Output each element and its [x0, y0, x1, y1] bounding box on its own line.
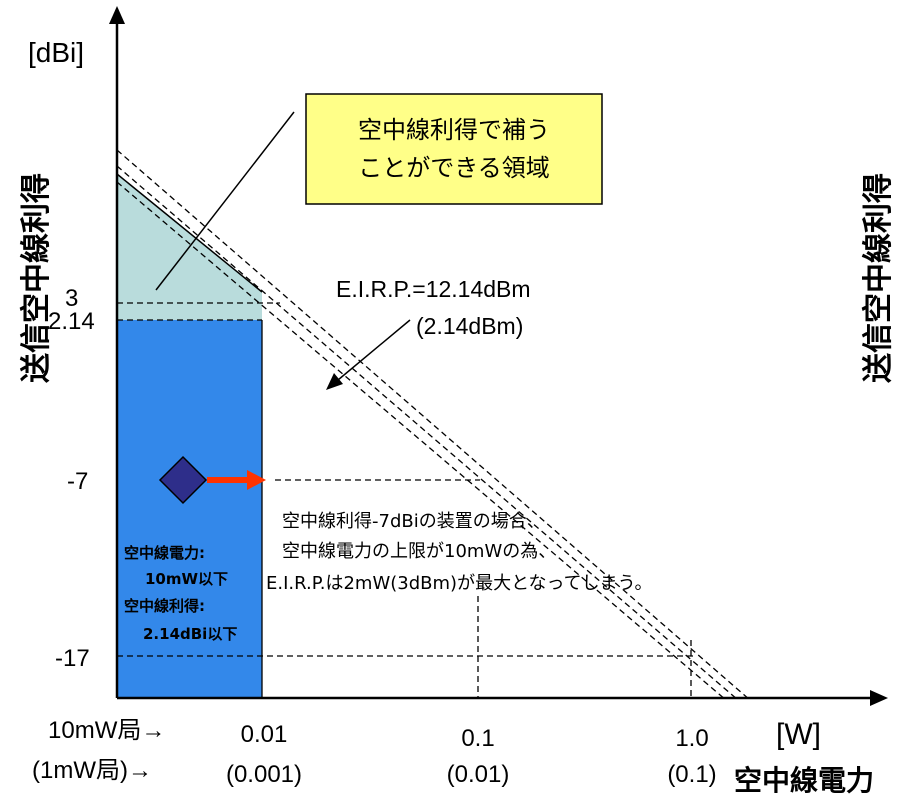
callout-pointer [155, 111, 295, 291]
eirp-label-line1: E.I.R.P.=12.14dBm [336, 276, 531, 302]
device-arrow-head [247, 470, 266, 490]
y-axis-unit: [dBi] [28, 37, 84, 68]
eirp-pointer [337, 319, 411, 381]
y-tick-minus17: -17 [55, 645, 90, 672]
eirp-pointer-arrowhead [326, 373, 343, 390]
note-line3: E.I.R.P.は2mW(3dBm)が最大となってしまう。 [266, 573, 653, 594]
x-row2-prefix: (1mW局)→ [32, 757, 152, 784]
right-clipped-title: 送信空中線利得 [861, 173, 896, 383]
x-tick-0-01-paren: (0.01) [447, 761, 510, 788]
x-tick-0-1: 0.1 [461, 725, 494, 752]
y-tick-minus7: -7 [67, 468, 88, 495]
x-axis-title: 空中線電力 [734, 764, 874, 797]
eirp-line-lower [116, 181, 727, 701]
region-boundary-line [116, 173, 263, 293]
x-axis-unit: [W] [776, 718, 821, 751]
x-tick-0-001: (0.001) [226, 761, 302, 788]
y-axis-title: 送信空中線利得 [19, 173, 54, 383]
region-label-line1: 空中線電力: [124, 544, 205, 562]
x-tick-0-01: 0.01 [241, 721, 288, 748]
x-axis-arrowhead [870, 690, 888, 706]
callout-line1: 空中線利得で補う [358, 116, 550, 144]
eirp-label-line2: (2.14dBm) [416, 313, 523, 339]
x-tick-0-1-paren: (0.1) [667, 761, 716, 788]
eirp-line-middle [116, 165, 739, 701]
region-label-line2: 10mW以下 [145, 570, 228, 588]
callout-box [305, 93, 603, 205]
x-row1-prefix: 10mW局→ [48, 717, 165, 744]
x-tick-1-0: 1.0 [675, 725, 708, 752]
y-axis-arrowhead [109, 6, 125, 24]
region-label-line4: 2.14dBi以下 [143, 625, 237, 643]
y-tick-3: 3 [65, 285, 78, 312]
callout-line2: ことができる領域 [358, 154, 550, 182]
y-tick-2-14: 2.14 [48, 308, 95, 335]
region-label-line3: 空中線利得: [124, 597, 205, 615]
note-line1: 空中線利得-7dBiの装置の場合、 [282, 511, 545, 532]
device-marker-diamond [158, 455, 208, 505]
allowed-region [117, 320, 262, 698]
note-line2: 空中線電力の上限が10mWの為、 [282, 541, 556, 562]
